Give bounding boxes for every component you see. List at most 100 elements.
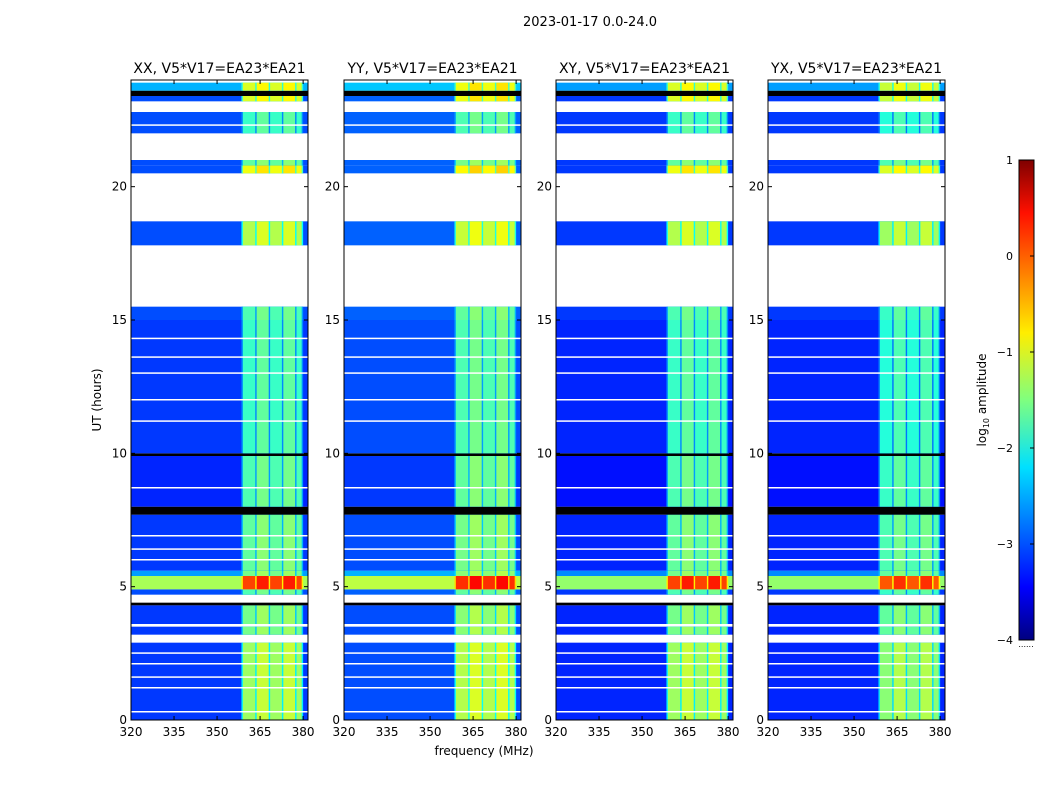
heatmap-cell-rfi [933, 320, 939, 454]
heatmap-cell-rfi [933, 642, 939, 720]
heatmap-cell-rfi [667, 626, 681, 635]
x-tick-label: 320 [545, 725, 568, 739]
flagged-line [344, 559, 521, 561]
flagged-line [556, 687, 733, 689]
heatmap-cell-rfi [907, 514, 919, 571]
heatmap-cell-rfi [455, 576, 469, 590]
heatmap-cell-background [768, 602, 945, 606]
heatmap-cell-rfi [879, 605, 893, 624]
heatmap-cell-rfi [483, 570, 495, 576]
heatmap-cell-rfi [920, 605, 933, 624]
heatmap-cell-rfi [469, 221, 482, 246]
heatmap-cell-background [556, 589, 733, 595]
heatmap-cell-rfi [242, 626, 256, 635]
heatmap-cell-rfi [296, 456, 302, 507]
heatmap-cell-rfi [242, 160, 256, 166]
heatmap-cell-background [556, 165, 733, 174]
panel-1: YY, V5*V17=EA23*EA21 320 335 350 365 380 0 5 10 1… [325, 61, 528, 739]
flagged-line [131, 676, 308, 678]
heatmap-cell-rfi [283, 626, 296, 635]
y-tick-label: 10 [325, 446, 340, 460]
heatmap-cell-rfi [483, 576, 495, 590]
flagged-line [768, 420, 945, 422]
flagged-line [344, 420, 521, 422]
heatmap-cell-rfi [708, 96, 721, 102]
heatmap-cell-background [131, 82, 308, 91]
heatmap-cell-rfi [509, 82, 515, 91]
heatmap-cell-rfi [509, 320, 515, 454]
heatmap-cell-rfi [256, 165, 269, 174]
heatmap-cell-rfi [907, 320, 919, 454]
flagged-line [556, 663, 733, 665]
heatmap-cell-background [556, 506, 733, 515]
heatmap-cell-rfi [667, 306, 681, 320]
flagged-line [768, 535, 945, 537]
heatmap-cell-rfi [496, 570, 509, 576]
panel-title: YX, V5*V17=EA23*EA21 [770, 61, 942, 77]
heatmap-cell-rfi [455, 112, 469, 134]
colorbar-label: log10 amplitude [975, 354, 991, 447]
heatmap-cell-rfi [920, 82, 933, 91]
heatmap-cell-rfi [708, 160, 721, 166]
flagged-line [344, 663, 521, 665]
heatmap-cell-rfi [469, 165, 482, 174]
x-tick-label: 350 [631, 725, 654, 739]
heatmap-cell-rfi [721, 306, 727, 320]
heatmap-cell-background [556, 602, 733, 606]
heatmap-cell-rfi [721, 642, 727, 720]
heatmap-cell-rfi [907, 570, 919, 576]
heatmap-cell-rfi [496, 165, 509, 174]
heatmap-cell-rfi [920, 96, 933, 102]
heatmap-cell-rfi [907, 456, 919, 507]
flagged-line [131, 337, 308, 340]
heatmap-cell-rfi [708, 570, 721, 576]
heatmap-cell-rfi [933, 570, 939, 576]
colorbar-tick-label: −4 [997, 634, 1013, 647]
flagged-line [131, 559, 308, 561]
y-tick-label: 10 [749, 446, 764, 460]
colorbar-tick-label: −1 [997, 346, 1013, 359]
flagged-line [131, 356, 308, 358]
heatmap-cell-rfi [270, 306, 282, 320]
y-tick-label: 20 [537, 180, 552, 194]
heatmap-cell-rfi [496, 221, 509, 246]
heatmap-cell-rfi [296, 221, 302, 246]
heatmap-cell-rfi [681, 160, 694, 166]
heatmap-cell-rfi [681, 576, 694, 590]
y-tick-label: 20 [325, 180, 340, 194]
heatmap-cell-rfi [283, 589, 296, 595]
heatmap-cell-rfi [681, 320, 694, 454]
heatmap-cell-rfi [283, 456, 296, 507]
y-tick-label: 10 [112, 446, 127, 460]
heatmap-cell-background [768, 160, 945, 166]
heatmap-cell-rfi [907, 112, 919, 134]
heatmap-cell-rfi [721, 82, 727, 91]
heatmap-cell-rfi [283, 96, 296, 102]
x-tick-label: 380 [929, 725, 952, 739]
y-tick-label: 5 [756, 580, 764, 594]
heatmap-cell-rfi [879, 160, 893, 166]
heatmap-cell-rfi [496, 576, 509, 590]
heatmap-cell-rfi [270, 165, 282, 174]
heatmap-cell-rfi [469, 605, 482, 624]
heatmap-cell-rfi [695, 576, 707, 590]
flagged-line [556, 548, 733, 550]
heatmap-cell-rfi [893, 589, 906, 595]
heatmap-cell-rfi [893, 576, 906, 590]
y-tick-label: 5 [544, 580, 552, 594]
y-tick-label: 15 [749, 313, 764, 327]
flagged-line [344, 652, 521, 654]
heatmap-cell-rfi [721, 626, 727, 635]
heatmap-cell-rfi [296, 626, 302, 635]
y-tick-label: 0 [544, 713, 552, 727]
heatmap-cell-rfi [509, 165, 515, 174]
flagged-line [344, 687, 521, 689]
heatmap-cell-rfi [270, 456, 282, 507]
heatmap-cell-rfi [708, 82, 721, 91]
heatmap-cell-rfi [296, 642, 302, 720]
flagged-line [768, 372, 945, 374]
colorbar-tick-label: 1 [1006, 154, 1013, 167]
heatmap-cell-rfi [469, 112, 482, 134]
heatmap-cell-background [556, 160, 733, 166]
y-tick-label: 0 [332, 713, 340, 727]
